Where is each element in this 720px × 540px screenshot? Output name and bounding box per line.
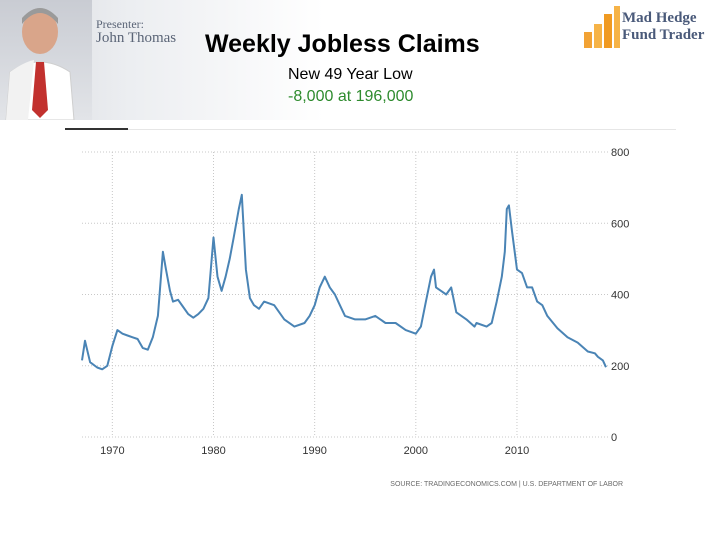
- chart-source-note: SOURCE: TRADINGECONOMICS.COM | U.S. DEPA…: [390, 481, 623, 488]
- y-tick-label: 200: [611, 361, 629, 373]
- slide-title: Weekly Jobless Claims: [205, 30, 480, 58]
- title-divider: [65, 128, 128, 130]
- logo-line-1: Mad Hedge: [622, 10, 697, 26]
- presenter-label-caption: Presenter:: [96, 17, 144, 31]
- x-tick-label: 1980: [201, 445, 225, 457]
- mad-hedge-logo-icon: [584, 6, 620, 48]
- y-tick-label: 400: [611, 290, 629, 302]
- title-divider-light: [128, 129, 676, 130]
- x-tick-label: 2000: [404, 445, 428, 457]
- slide-change-note: -8,000 at 196,000: [288, 88, 414, 105]
- series-line: [81, 193, 607, 371]
- x-tick-label: 1970: [100, 445, 124, 457]
- y-tick-label: 600: [611, 218, 629, 230]
- presenter-name: John Thomas: [96, 29, 177, 46]
- logo-line-2: Fund Trader: [622, 26, 705, 43]
- header-band: [0, 0, 720, 120]
- y-tick-label: 0: [611, 432, 617, 444]
- logo-text: Mad Hedge Fund Trader: [622, 10, 704, 43]
- slide-subtitle: New 49 Year Low: [288, 66, 413, 83]
- presenter-portrait-icon: [5, 8, 75, 121]
- presenter-label: Presenter: John Thomas: [96, 18, 176, 46]
- y-axis-ticks: 0 200 400 600 800: [611, 147, 629, 444]
- jobless-claims-chart: 1970 1980 1990 2000 2010 0 200 400 600 800 SOURC…: [81, 147, 629, 488]
- x-axis-ticks: 1970 1980 1990 2000 2010: [100, 445, 529, 457]
- x-tick-label: 2010: [505, 445, 529, 457]
- chart-grid: [82, 151, 608, 438]
- presenter-photo: [0, 0, 92, 121]
- y-tick-label: 800: [611, 147, 629, 159]
- x-tick-label: 1990: [302, 445, 326, 457]
